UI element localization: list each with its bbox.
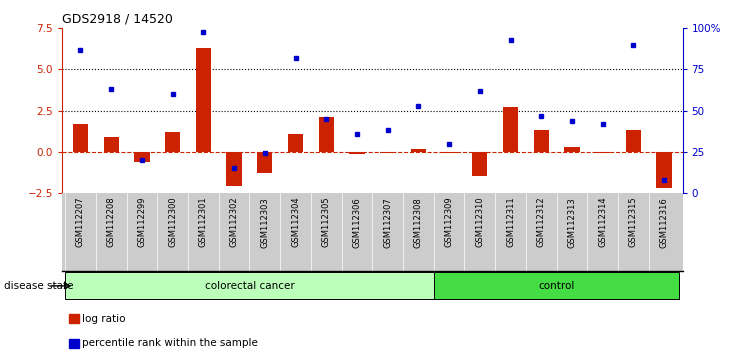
Text: GSM112302: GSM112302 [229, 197, 239, 247]
Text: GSM112308: GSM112308 [414, 197, 423, 247]
Text: GSM112208: GSM112208 [107, 197, 115, 247]
Text: colorectal cancer: colorectal cancer [204, 281, 294, 291]
Text: GSM112307: GSM112307 [383, 197, 392, 247]
Bar [442, 152, 457, 153]
Bar [472, 152, 488, 176]
Text: GSM112311: GSM112311 [506, 197, 515, 247]
Bar [65, 272, 434, 299]
Bar [104, 137, 119, 152]
Text: GSM112303: GSM112303 [261, 197, 269, 247]
Bar [564, 147, 580, 152]
Bar [380, 152, 396, 153]
Text: GSM112305: GSM112305 [322, 197, 331, 247]
Text: GSM112299: GSM112299 [137, 197, 147, 247]
Bar [503, 107, 518, 152]
Text: GSM112313: GSM112313 [567, 197, 577, 247]
Bar [656, 152, 672, 188]
Text: GSM112300: GSM112300 [168, 197, 177, 247]
Text: GSM112314: GSM112314 [598, 197, 607, 247]
Bar [165, 132, 180, 152]
Bar [257, 152, 272, 173]
Text: GSM112301: GSM112301 [199, 197, 208, 247]
Text: GSM112306: GSM112306 [353, 197, 361, 247]
Text: GSM112316: GSM112316 [660, 197, 669, 247]
Text: log ratio: log ratio [82, 314, 126, 324]
Text: GSM112304: GSM112304 [291, 197, 300, 247]
Bar [288, 134, 303, 152]
Text: GSM112312: GSM112312 [537, 197, 546, 247]
Bar [226, 152, 242, 186]
Bar [595, 152, 610, 153]
Text: GDS2918 / 14520: GDS2918 / 14520 [62, 13, 173, 26]
Bar [534, 130, 549, 152]
Bar [318, 117, 334, 152]
Text: percentile rank within the sample: percentile rank within the sample [82, 338, 258, 348]
Bar [134, 152, 150, 162]
Text: GSM112207: GSM112207 [76, 197, 85, 247]
Text: GSM112309: GSM112309 [445, 197, 453, 247]
Bar [349, 152, 364, 154]
Text: GSM112315: GSM112315 [629, 197, 638, 247]
Bar [626, 130, 641, 152]
Bar [411, 149, 426, 152]
Bar [196, 48, 211, 152]
Bar [73, 124, 88, 152]
Bar [434, 272, 680, 299]
Text: control: control [539, 281, 575, 291]
Text: GSM112310: GSM112310 [475, 197, 484, 247]
Text: disease state: disease state [4, 281, 73, 291]
